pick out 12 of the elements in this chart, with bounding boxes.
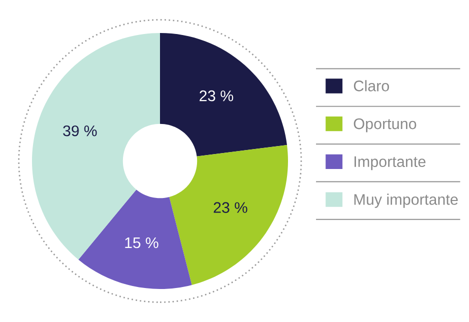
donut-slice (160, 33, 287, 156)
legend-label: Oportuno (354, 118, 416, 132)
donut-slice (32, 33, 160, 260)
data-label: 23 % (200, 90, 234, 102)
legend-label: Importante (354, 156, 426, 170)
legend-label: Muy importante (354, 194, 458, 208)
donut-slice (169, 144, 288, 285)
data-label: 23 % (214, 202, 248, 213)
donut-slice (78, 190, 192, 289)
data-label: 39 % (63, 125, 97, 136)
data-label: 15 % (125, 237, 158, 248)
legend-label: Claro (354, 80, 390, 92)
